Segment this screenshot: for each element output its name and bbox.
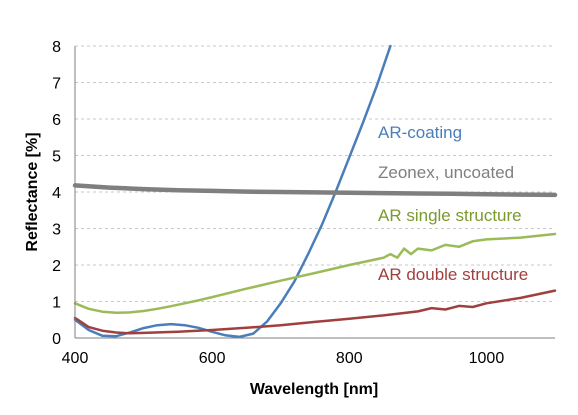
x-tick-label: 800 (336, 350, 363, 367)
y-tick-label: 1 (52, 295, 61, 312)
y-tick-label: 8 (52, 39, 61, 56)
x-axis-title: Wavelength [nm] (250, 381, 378, 398)
x-tick-label: 600 (199, 350, 226, 367)
label-ar-double-structure: AR double structure (378, 265, 528, 284)
x-tick-label: 1000 (469, 350, 505, 367)
series-lines (72, 44, 558, 339)
series-line-zeonex-uncoated (72, 183, 558, 198)
y-tick-label: 5 (52, 149, 61, 166)
tick-labels: 0 1 2 3 4 5 6 7 8 400 600 800 1000 (52, 39, 504, 367)
series-line-ar-single-structure (73, 232, 557, 315)
axes (74, 46, 555, 339)
label-ar-single-structure: AR single structure (378, 206, 522, 225)
y-tick-label: 4 (52, 185, 61, 202)
y-axis-title: Reflectance [%] (24, 132, 41, 251)
series-line-ar-double-structure (73, 289, 557, 335)
y-tick-label: 3 (52, 222, 61, 239)
label-zeonex-uncoated: Zeonex, uncoated (378, 163, 514, 182)
label-ar-coating: AR-coating (378, 123, 462, 142)
y-tick-label: 0 (52, 331, 61, 348)
x-tick-label: 400 (62, 350, 89, 367)
y-tick-label: 2 (52, 258, 61, 275)
y-tick-label: 7 (52, 76, 61, 93)
y-tick-label: 6 (52, 112, 61, 129)
